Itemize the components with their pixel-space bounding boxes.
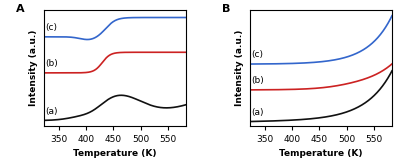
Text: A: A: [16, 4, 24, 14]
Text: (b): (b): [46, 59, 58, 68]
Text: B: B: [222, 4, 230, 14]
X-axis label: Temperature (K): Temperature (K): [279, 149, 363, 158]
Text: (a): (a): [252, 108, 264, 117]
Text: (a): (a): [46, 107, 58, 116]
Y-axis label: Intensity (a.u.): Intensity (a.u.): [236, 30, 244, 106]
Y-axis label: Intensity (a.u.): Intensity (a.u.): [30, 30, 38, 106]
Text: (c): (c): [252, 50, 264, 59]
Text: (b): (b): [252, 76, 264, 85]
X-axis label: Temperature (K): Temperature (K): [73, 149, 157, 158]
Text: (c): (c): [46, 23, 58, 32]
